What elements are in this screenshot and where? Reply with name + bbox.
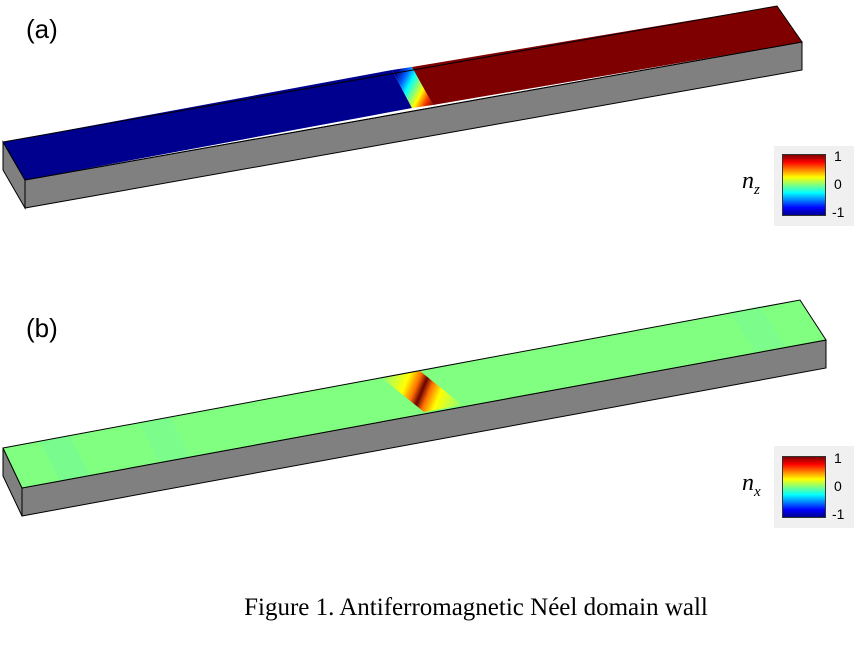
bar-a-top-wall — [392, 67, 433, 108]
colorbar-b-gradient — [782, 456, 826, 518]
colorbar-a-symbol: nz — [742, 168, 760, 198]
figure-caption: Figure 1. Antiferromagnetic Néel domain … — [244, 594, 708, 621]
colorbar-b-tick-max: 1 — [834, 450, 842, 466]
bar-b-faint-band-2 — [140, 417, 190, 463]
bar-b — [2, 299, 827, 517]
panel-label-a: (a) — [26, 14, 58, 44]
bar-a — [2, 5, 803, 210]
bar-b-faint-band-3 — [730, 306, 785, 352]
colorbar-a-tick-mid: 0 — [834, 176, 842, 192]
bar-b-faint-band-1 — [40, 436, 90, 481]
bar-b-top-outline — [2, 299, 827, 489]
panel-label-b: (b) — [26, 313, 58, 343]
colorbar-a-tick-max: 1 — [834, 148, 842, 164]
colorbar-b-tick-min: -1 — [832, 506, 845, 522]
bar-a-top-right — [412, 6, 802, 105]
bar-a-top-outline — [2, 5, 803, 181]
colorbar-a-gradient — [782, 154, 826, 216]
bar-a-top-left — [3, 70, 412, 180]
colorbar-b-symbol: nx — [742, 470, 761, 500]
colorbar-b-tick-mid: 0 — [834, 478, 842, 494]
colorbar-a-tick-min: -1 — [832, 204, 845, 220]
bar-b-top-wall — [382, 371, 462, 412]
